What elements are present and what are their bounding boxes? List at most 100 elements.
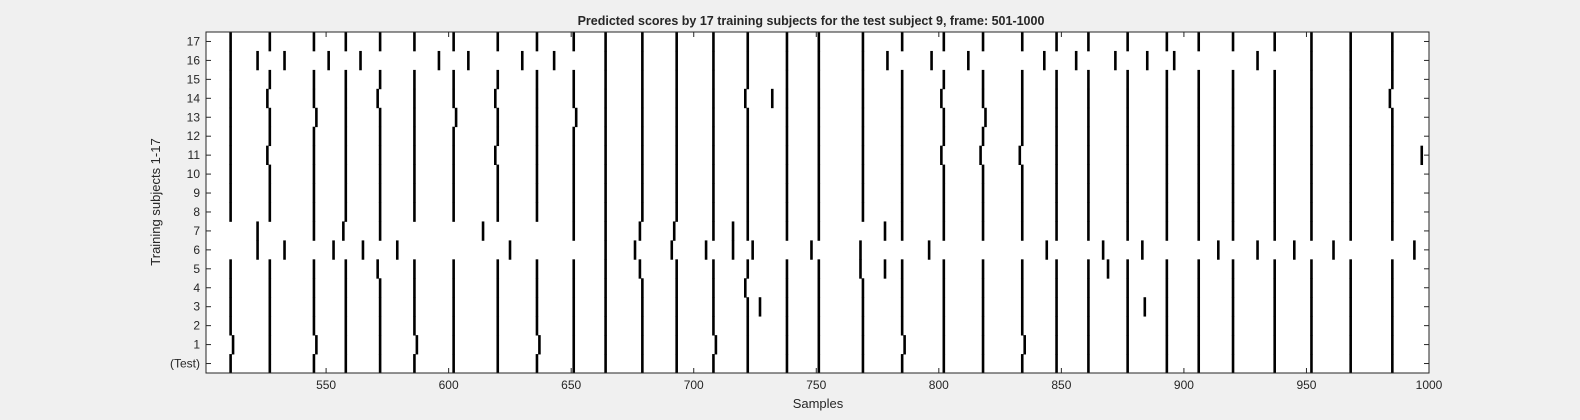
event-mark xyxy=(675,335,678,355)
event-mark xyxy=(641,183,644,203)
event-mark xyxy=(675,107,678,128)
event-mark xyxy=(378,69,382,90)
event-mark xyxy=(1256,240,1259,260)
event-mark xyxy=(1197,259,1201,279)
event-mark xyxy=(1349,202,1352,222)
event-mark xyxy=(641,297,644,317)
event-mark xyxy=(413,259,416,279)
event-mark xyxy=(229,297,232,317)
event-mark xyxy=(1165,88,1169,109)
event-mark xyxy=(900,259,904,279)
event-mark xyxy=(942,354,946,374)
event-mark xyxy=(1023,335,1026,355)
event-mark xyxy=(1197,354,1201,374)
event-mark xyxy=(229,69,232,90)
event-mark xyxy=(344,202,348,222)
event-mark xyxy=(1165,202,1169,222)
event-mark xyxy=(344,164,348,184)
event-mark xyxy=(675,316,678,336)
event-mark xyxy=(1273,354,1276,374)
event-mark xyxy=(494,145,497,166)
event-mark xyxy=(859,259,862,279)
event-mark xyxy=(481,221,485,241)
event-mark xyxy=(268,183,272,203)
event-mark xyxy=(344,354,348,374)
event-mark xyxy=(785,202,789,222)
event-mark xyxy=(496,278,500,298)
event-mark xyxy=(1020,221,1024,241)
event-mark xyxy=(496,32,500,52)
event-mark xyxy=(467,50,470,71)
event-mark xyxy=(1310,221,1313,241)
event-mark xyxy=(900,202,904,222)
event-mark xyxy=(633,240,637,260)
y-tick-label: 9 xyxy=(193,186,200,200)
event-mark xyxy=(1273,183,1276,203)
event-mark xyxy=(1126,107,1129,128)
event-mark xyxy=(746,126,750,147)
event-mark xyxy=(1391,278,1394,298)
event-mark xyxy=(942,221,946,241)
event-mark xyxy=(496,316,500,336)
event-mark xyxy=(413,164,416,184)
event-mark xyxy=(604,145,607,166)
event-mark xyxy=(1020,278,1024,298)
event-mark xyxy=(712,88,715,109)
event-mark xyxy=(1087,126,1090,147)
event-mark xyxy=(413,183,416,203)
event-mark xyxy=(785,32,789,52)
event-mark xyxy=(229,316,232,336)
event-mark xyxy=(413,88,416,109)
event-mark xyxy=(746,297,750,317)
event-mark xyxy=(378,32,382,52)
event-mark xyxy=(535,69,539,90)
event-mark xyxy=(413,126,416,147)
event-mark xyxy=(861,335,865,355)
event-mark xyxy=(641,354,644,374)
event-mark xyxy=(312,354,316,374)
event-mark xyxy=(1087,259,1090,279)
x-tick-label: 700 xyxy=(684,378,704,392)
event-mark xyxy=(746,145,750,166)
event-mark xyxy=(452,32,455,52)
event-mark xyxy=(452,297,455,317)
y-tick-label: 11 xyxy=(188,148,201,162)
event-mark xyxy=(1106,259,1110,279)
event-mark xyxy=(535,164,539,184)
event-mark xyxy=(785,259,789,279)
event-mark xyxy=(641,335,644,355)
event-mark xyxy=(1273,32,1276,52)
event-mark xyxy=(641,202,644,222)
event-mark xyxy=(1126,69,1129,90)
x-tick-label: 750 xyxy=(806,378,826,392)
event-mark xyxy=(1143,297,1147,317)
event-mark xyxy=(229,32,232,52)
event-mark xyxy=(1391,335,1394,355)
event-mark xyxy=(1020,202,1024,222)
event-mark xyxy=(496,69,500,90)
event-mark xyxy=(817,202,821,222)
event-mark xyxy=(378,202,382,222)
event-mark xyxy=(604,88,607,109)
event-mark xyxy=(604,32,607,52)
event-mark xyxy=(268,164,272,184)
event-mark xyxy=(344,69,348,90)
event-mark xyxy=(1273,202,1276,222)
event-mark xyxy=(452,278,455,298)
event-mark xyxy=(535,126,539,147)
event-mark xyxy=(378,164,382,184)
event-mark xyxy=(1172,50,1176,71)
event-mark xyxy=(746,316,750,336)
event-mark xyxy=(229,50,232,71)
event-mark xyxy=(1087,88,1090,109)
event-mark xyxy=(344,107,348,128)
event-mark xyxy=(231,335,235,355)
event-mark xyxy=(1349,50,1352,71)
event-mark xyxy=(785,297,789,317)
event-mark xyxy=(361,240,365,260)
event-mark xyxy=(452,164,455,184)
y-axis-label: Training subjects 1-17 xyxy=(148,138,163,265)
event-mark xyxy=(900,297,904,317)
event-mark xyxy=(712,316,715,336)
event-mark xyxy=(256,240,259,260)
